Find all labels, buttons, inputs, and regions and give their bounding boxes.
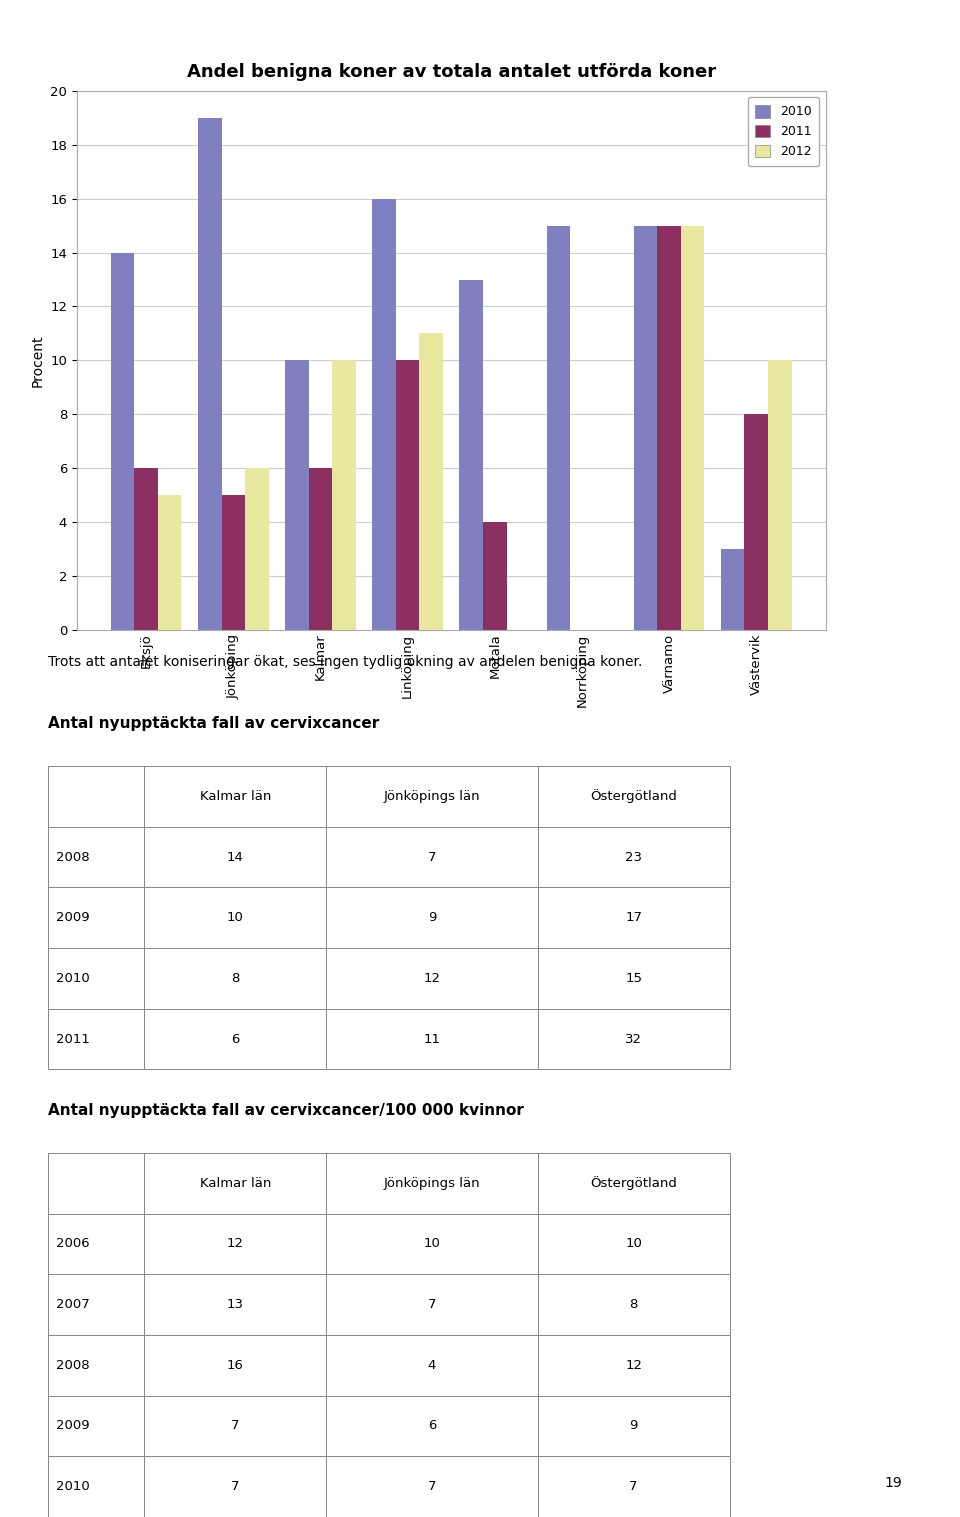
Bar [546,226,570,630]
Bar [658,226,681,630]
Text: 4: 4 [428,1359,436,1371]
Text: 12: 12 [423,972,441,985]
Text: 7: 7 [231,1420,239,1432]
Text: Trots att antalet koniseringar ökat, ses ingen tydlig ökning av andelen benigna : Trots att antalet koniseringar ökat, ses… [48,655,642,669]
Text: Kalmar län: Kalmar län [200,790,271,802]
Title: Andel benigna koner av totala antalet utförda koner: Andel benigna koner av totala antalet ut… [186,64,716,80]
Text: 12: 12 [227,1238,244,1250]
Bar [483,522,507,630]
Bar [634,226,658,630]
Bar [245,469,269,630]
Text: 2006: 2006 [56,1238,89,1250]
Text: 32: 32 [625,1033,642,1045]
Text: 15: 15 [625,972,642,985]
Bar [110,253,134,630]
Text: 2010: 2010 [56,972,89,985]
Text: 7: 7 [231,1481,239,1493]
Text: 2010: 2010 [56,1481,89,1493]
Text: 8: 8 [630,1299,637,1311]
Legend: 2010, 2011, 2012: 2010, 2011, 2012 [748,97,819,165]
Bar [681,226,705,630]
Y-axis label: Procent: Procent [31,334,44,387]
Text: 8: 8 [231,972,239,985]
Bar [372,199,396,630]
Text: 10: 10 [227,912,244,924]
Text: Kalmar län: Kalmar län [200,1177,271,1189]
Bar [134,469,157,630]
Bar [460,279,483,630]
Bar [222,495,245,630]
Bar [396,361,420,630]
Bar [768,361,792,630]
Bar [332,361,356,630]
Text: 23: 23 [625,851,642,863]
Text: 10: 10 [625,1238,642,1250]
Bar [285,361,309,630]
Text: Jönköpings län: Jönköpings län [384,790,480,802]
Text: 19: 19 [885,1476,902,1490]
Text: 7: 7 [428,1299,436,1311]
Text: 2007: 2007 [56,1299,89,1311]
Text: 10: 10 [423,1238,441,1250]
Text: Östergötland: Östergötland [590,1176,677,1191]
Text: 9: 9 [428,912,436,924]
Text: 7: 7 [428,851,436,863]
Text: Antal nyupptäckta fall av cervixcancer: Antal nyupptäckta fall av cervixcancer [48,716,379,731]
Text: 2008: 2008 [56,1359,89,1371]
Text: 17: 17 [625,912,642,924]
Text: Östergötland: Östergötland [590,789,677,804]
Bar [745,414,768,630]
Text: 6: 6 [428,1420,436,1432]
Text: 7: 7 [630,1481,637,1493]
Text: 2009: 2009 [56,912,89,924]
Text: 9: 9 [630,1420,637,1432]
Bar [157,495,181,630]
Bar [420,334,443,630]
Text: 13: 13 [227,1299,244,1311]
Text: 16: 16 [227,1359,244,1371]
Text: 2011: 2011 [56,1033,89,1045]
Text: 11: 11 [423,1033,441,1045]
Text: 12: 12 [625,1359,642,1371]
Text: 2009: 2009 [56,1420,89,1432]
Bar [198,118,222,630]
Bar [309,469,332,630]
Text: 6: 6 [231,1033,239,1045]
Text: 2008: 2008 [56,851,89,863]
Text: 14: 14 [227,851,244,863]
Bar [721,549,745,630]
Text: Jönköpings län: Jönköpings län [384,1177,480,1189]
Text: 7: 7 [428,1481,436,1493]
Text: Antal nyupptäckta fall av cervixcancer/100 000 kvinnor: Antal nyupptäckta fall av cervixcancer/1… [48,1103,524,1118]
